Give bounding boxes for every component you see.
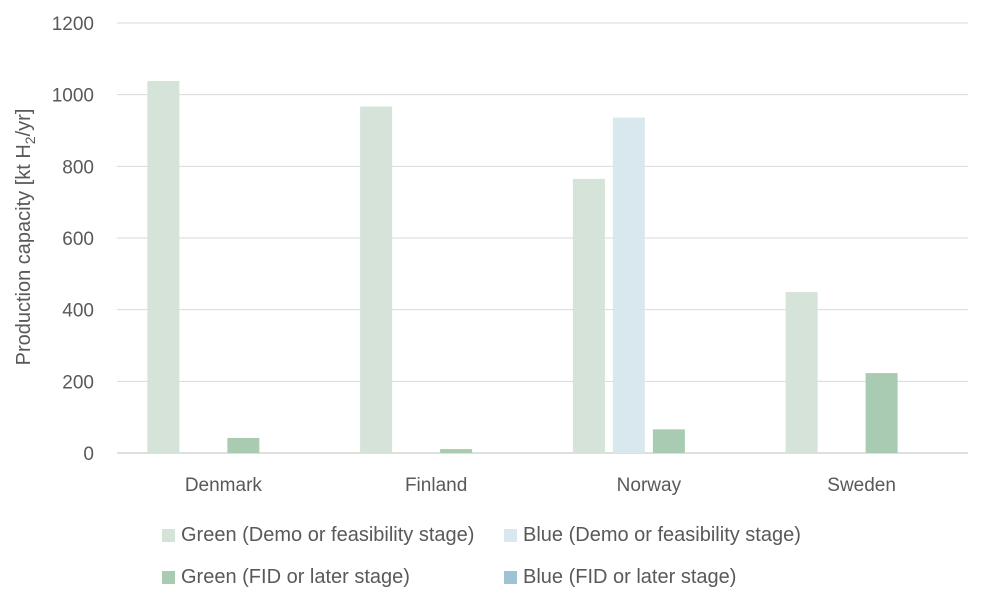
x-tick-labels: Denmark Finland Norway Sweden <box>185 475 896 496</box>
y-tick-label: 200 <box>62 372 94 393</box>
y-tick-label: 600 <box>62 229 94 250</box>
bar <box>652 429 685 453</box>
legend-item: Green (FID or later stage) <box>162 566 410 589</box>
bar <box>440 449 473 453</box>
legend-label: Green (FID or later stage) <box>181 566 410 588</box>
legend-label: Blue (Demo or feasibility stage) <box>523 524 801 546</box>
y-axis-label: Production capacity [kt H2/yr] <box>13 109 38 366</box>
legend: Green (Demo or feasibility stage) Blue (… <box>162 524 862 592</box>
y-tick-label: 400 <box>62 301 94 322</box>
bar <box>612 117 645 453</box>
legend-swatch <box>162 529 175 542</box>
legend-swatch <box>504 571 517 584</box>
y-tick-label: 1200 <box>52 14 94 35</box>
bar <box>572 178 605 453</box>
bars <box>147 81 898 454</box>
bar <box>360 106 393 453</box>
bar <box>147 81 180 454</box>
y-tick-label: 0 <box>83 444 94 465</box>
legend-item: Blue (Demo or feasibility stage) <box>504 524 801 547</box>
legend-swatch <box>504 529 517 542</box>
bar <box>865 373 898 453</box>
y-tick-labels: 0 200 400 600 800 1000 1200 <box>52 14 94 465</box>
legend-label: Blue (FID or later stage) <box>523 566 737 588</box>
x-tick-label: Norway <box>617 475 682 496</box>
x-tick-label: Sweden <box>827 475 896 496</box>
legend-label: Green (Demo or feasibility stage) <box>181 524 475 546</box>
x-tick-label: Finland <box>405 475 467 496</box>
y-tick-label: 800 <box>62 157 94 178</box>
legend-swatch <box>162 571 175 584</box>
bar-chart: 0 200 400 600 800 1000 1200 Denmark Finland Norw… <box>13 14 968 496</box>
legend-item: Green (Demo or feasibility stage) <box>162 524 474 547</box>
bar <box>785 292 818 453</box>
gridlines <box>117 22 968 454</box>
x-tick-label: Denmark <box>185 475 263 496</box>
legend-item: Blue (FID or later stage) <box>504 566 736 589</box>
bar <box>227 437 260 453</box>
y-tick-label: 1000 <box>52 86 94 107</box>
